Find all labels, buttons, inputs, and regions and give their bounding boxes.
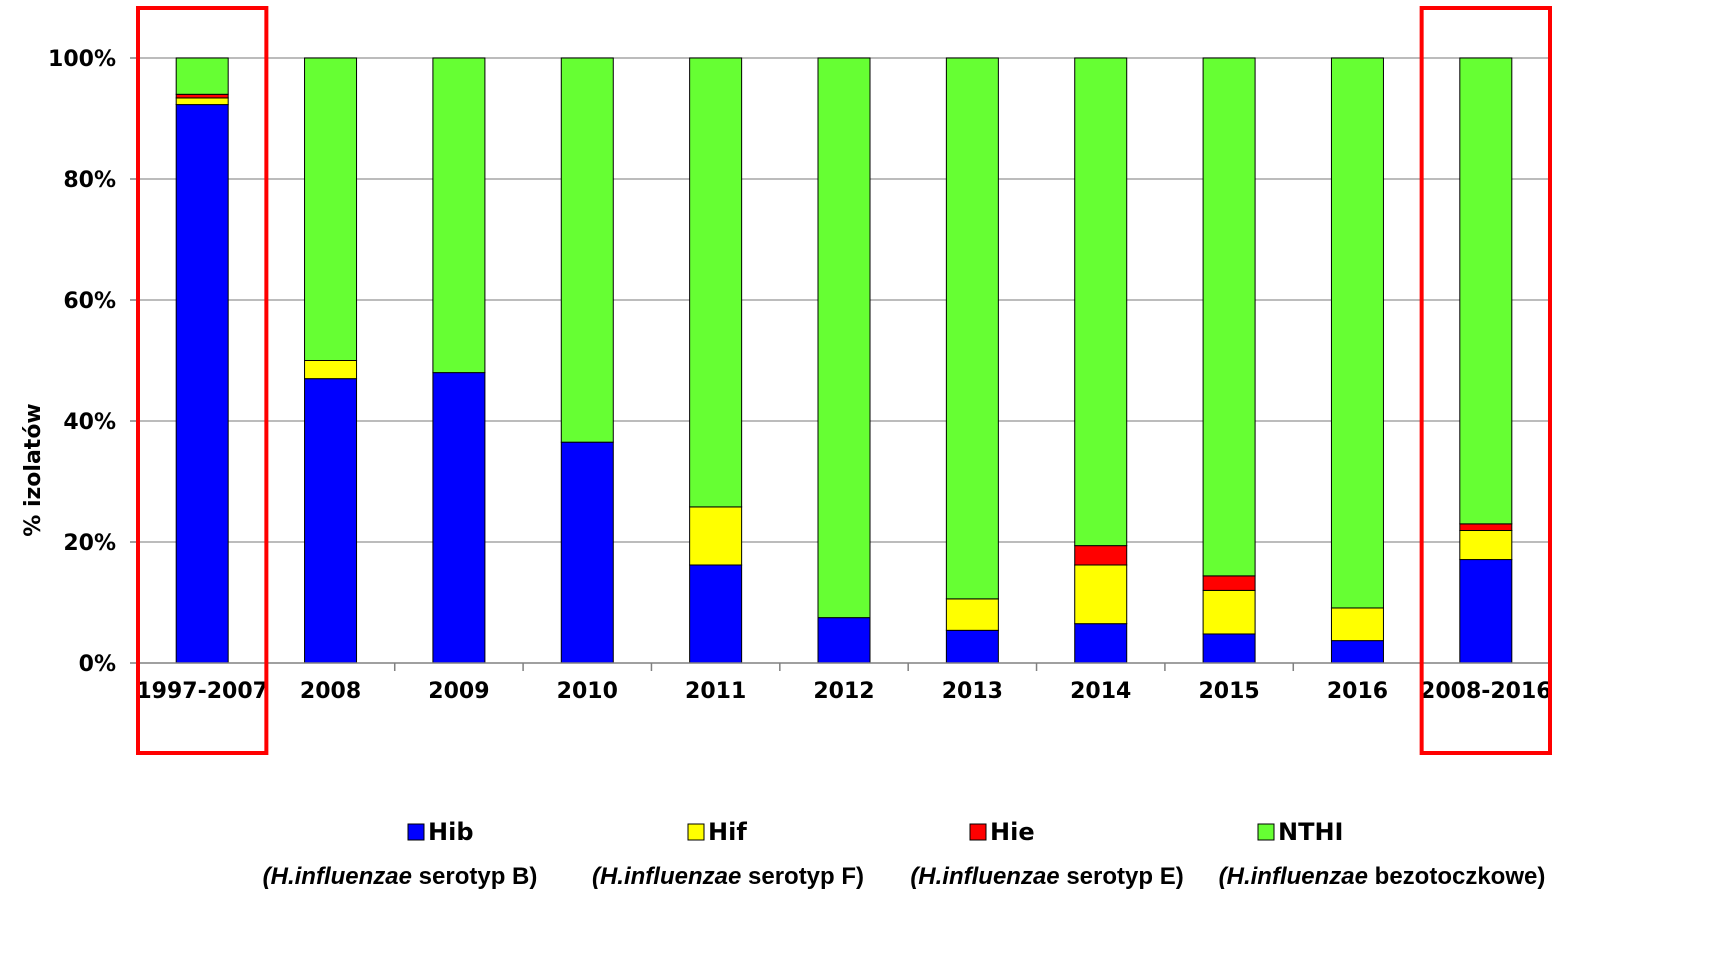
legend-description-italic: (H.influenzae — [592, 863, 741, 890]
bar-segment-hie — [1074, 545, 1128, 566]
bar-segment-nthi — [304, 57, 358, 361]
x-tick-label: 2011 — [685, 679, 746, 704]
bar-segment-hib — [817, 617, 871, 664]
bar-segment-hib — [304, 378, 358, 664]
y-tick-labels: 0% 20% 40% 60% 80% 100% — [48, 47, 116, 677]
bar-segment-nthi — [1330, 57, 1384, 609]
legend-description: (H.influenzae serotyp F) — [592, 863, 864, 890]
legend-swatch — [407, 823, 425, 841]
y-tick-label: 100% — [48, 47, 116, 72]
bar-segment-hib — [689, 564, 743, 664]
legend-description-italic: (H.influenzae — [263, 863, 412, 890]
x-tick-label: 1997-2007 — [136, 679, 268, 704]
bar-segment-hie — [1202, 575, 1256, 591]
legend: Hib (H.influenzae serotyp B) Hif (H.influen… — [263, 818, 1546, 890]
bar-segment-nthi — [432, 57, 486, 374]
bar-segment-hif — [175, 97, 229, 106]
y-tick-label: 20% — [63, 531, 116, 556]
bar-segment-hib — [432, 372, 486, 664]
bar-segment-nthi — [560, 57, 614, 443]
bar-segment-nthi — [689, 57, 743, 508]
legend-swatch — [1257, 823, 1275, 841]
legend-description: (H.influenzae bezotoczkowe) — [1219, 863, 1546, 890]
x-tick-label: 2016 — [1327, 679, 1388, 704]
x-tick-label: 2015 — [1198, 679, 1259, 704]
bar-segment-hif — [1459, 530, 1513, 561]
y-axis-label: % izolatów — [21, 403, 46, 537]
bar-segment-hib — [1202, 633, 1256, 664]
legend-description: (H.influenzae serotyp B) — [263, 863, 538, 890]
x-tick-label: 2008 — [300, 679, 361, 704]
bar-segment-nthi — [175, 57, 229, 95]
x-tick-labels: 1997-2007 2008 2009 2010 2011 2012 2013 2014 201… — [136, 679, 1551, 704]
x-tick-label: 2009 — [428, 679, 489, 704]
legend-swatch — [969, 823, 987, 841]
x-tick-label: 2013 — [942, 679, 1003, 704]
bar-segment-nthi — [1202, 57, 1256, 577]
bar-segment-hif — [689, 506, 743, 566]
legend-label: Hib — [428, 818, 474, 846]
legend-description-italic: (H.influenzae — [1219, 863, 1368, 890]
x-tick-label: 2014 — [1070, 679, 1131, 704]
y-tick-label: 40% — [63, 410, 116, 435]
legend-description: (H.influenzae serotyp E) — [910, 863, 1183, 890]
bar-segment-hif — [1202, 589, 1256, 635]
x-tick-label: 2012 — [813, 679, 874, 704]
bar-segment-hif — [1330, 607, 1384, 642]
bar-segment-nthi — [945, 57, 999, 600]
legend-description-italic: (H.influenzae — [910, 863, 1059, 890]
legend-description-rest: serotyp E) — [1060, 863, 1184, 890]
legend-description-rest: bezotoczkowe) — [1368, 863, 1545, 890]
legend-label: NTHI — [1278, 818, 1343, 846]
y-tick-label: 0% — [79, 652, 116, 677]
bar-segment-hif — [945, 598, 999, 631]
highlight-box — [1419, 6, 1552, 755]
bar-segment-nthi — [817, 57, 871, 619]
y-tick-label: 60% — [63, 289, 116, 314]
legend-label: Hif — [708, 818, 747, 846]
legend-description-rest: serotyp F) — [741, 863, 864, 890]
bar-segment-hib — [1074, 623, 1128, 664]
bar-segment-nthi — [1459, 57, 1513, 525]
highlight-boxes — [136, 6, 1552, 755]
bar-segment-hif — [1074, 564, 1128, 625]
bar-segment-hib — [945, 629, 999, 664]
bar-segment-nthi — [1074, 57, 1128, 547]
x-tick-label: 2008-2016 — [1420, 679, 1552, 704]
bar-segment-hie — [175, 93, 229, 99]
legend-description-rest: serotyp B) — [412, 863, 537, 890]
legend-swatch — [687, 823, 705, 841]
highlight-box — [136, 6, 269, 755]
bar-segment-hib — [175, 104, 229, 664]
bar-segment-hif — [304, 360, 358, 380]
x-tick-label: 2010 — [557, 679, 618, 704]
bars — [175, 57, 1513, 664]
bar-segment-hib — [560, 441, 614, 664]
bar-segment-hib — [1330, 640, 1384, 664]
legend-label: Hie — [990, 818, 1035, 846]
y-tick-label: 80% — [63, 168, 116, 193]
bar-segment-hib — [1459, 559, 1513, 664]
bar-segment-hie — [1459, 523, 1513, 532]
